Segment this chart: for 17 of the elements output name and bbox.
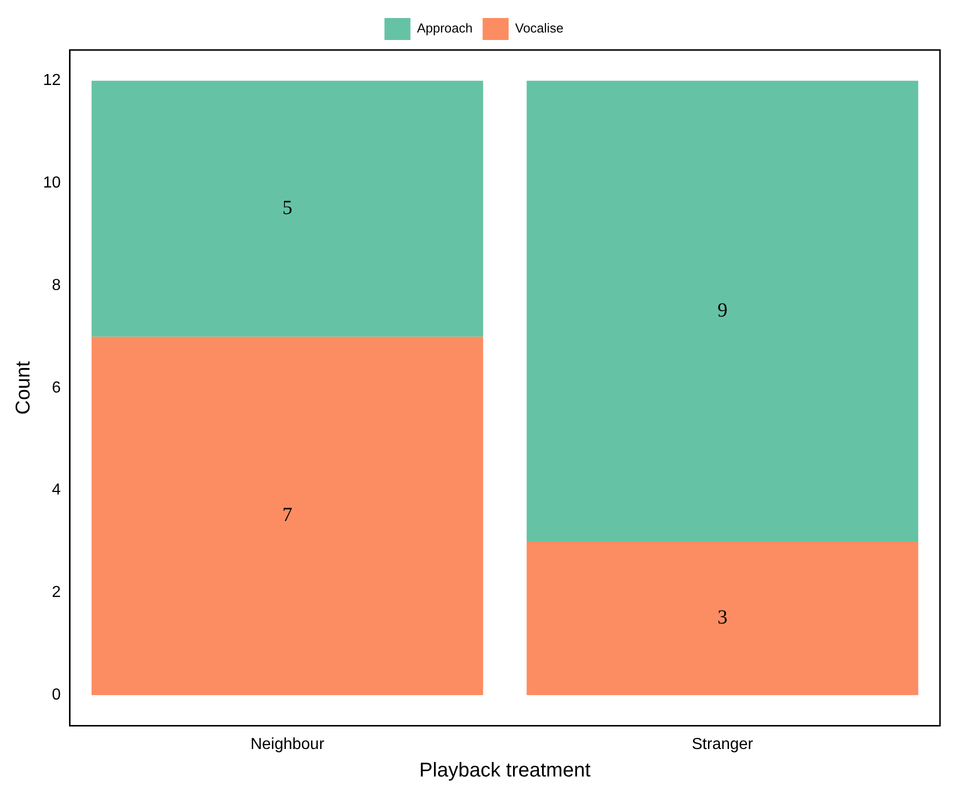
data-label: 7 <box>282 504 292 526</box>
x-axis-title: Playback treatment <box>419 760 591 782</box>
legend-label: Vocalise <box>515 20 564 36</box>
y-tick-label: 2 <box>52 584 61 602</box>
y-tick-label: 0 <box>52 686 61 704</box>
data-label: 3 <box>717 606 728 629</box>
x-tick-label: Neighbour <box>250 736 325 753</box>
legend-label: Approach <box>416 20 473 36</box>
y-tick-label: 4 <box>52 482 61 499</box>
y-tick-label: 8 <box>52 276 61 294</box>
y-axis-title: Count <box>12 360 35 415</box>
data-label: 5 <box>282 196 292 219</box>
x-tick-label: Stranger <box>692 736 754 753</box>
y-tick-label: 12 <box>43 72 61 90</box>
y-tick-label: 10 <box>43 174 61 192</box>
data-label: 9 <box>717 299 728 322</box>
y-tick-label: 6 <box>52 379 61 396</box>
